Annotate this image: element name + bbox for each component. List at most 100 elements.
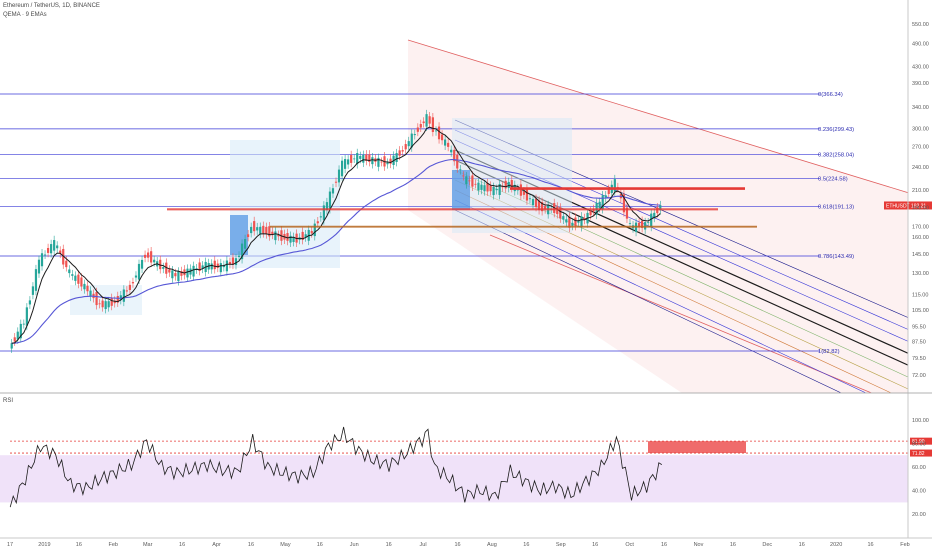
candle-body [247,234,250,238]
price-tick-label: 79.50 [912,356,926,362]
candle-body [143,254,147,258]
candle-body [650,213,653,227]
candle-body [59,250,62,254]
rsi-tick-label: 80.00 [912,441,926,447]
candle-body [456,154,459,169]
candle-body [453,149,456,162]
candle-body [471,175,474,187]
candle-body [416,127,419,132]
candle-body [116,296,119,303]
time-tick-label: Dec [762,542,772,548]
candle-body [604,195,607,198]
candle-body [362,154,365,163]
candle-body [407,141,410,147]
candle-body [301,231,304,241]
price-tick-label: 190.00 [912,205,929,211]
candle-body [131,282,135,284]
candle-body [201,265,204,269]
fib-level-label: 0(366.34) [818,92,843,98]
candle-body [28,300,31,305]
candle-body [219,263,222,273]
candle-body [440,134,444,141]
price-tick-label: 170.00 [912,225,929,231]
candle-body [343,159,347,169]
candle-body [228,261,232,265]
candle-body [534,198,538,207]
candle-body [522,191,526,195]
candle-body [86,285,89,292]
candle-body [598,201,601,209]
time-tick-label: 16 [730,542,736,548]
rsi-tick-label: 40.00 [912,489,926,495]
price-tick-label: 145.00 [912,252,929,258]
candle-body [265,226,268,235]
candle-body [425,114,428,127]
candle-body [377,157,380,167]
candle-body [134,275,138,278]
candle-body [622,194,626,213]
candle-body [580,216,583,228]
candle-body [431,117,434,133]
candle-body [268,226,271,237]
candle-body [353,158,356,160]
fib-level-label: 0.786(143.49) [818,254,854,260]
fib-level-label: 1(82.82) [818,349,840,355]
candle-body [637,222,641,228]
vp-zone [70,285,142,315]
candle-body [186,268,189,278]
time-tick-label: 16 [248,542,254,548]
price-tick-label: 72.00 [912,373,926,379]
fib-retracement: 0(366.34) 0.236(299.43) 0.382(258.04) 0.5(2… [0,92,854,355]
fib-level-label: 0.382(258.04) [818,153,854,159]
fib-level-label: 0.5(224.58) [818,177,848,183]
candle-body [444,139,447,146]
price-tick-label: 340.00 [912,105,929,111]
candle-body [231,257,235,265]
candle-body [304,234,307,238]
time-tick-label: May [280,542,291,548]
candle-body [80,277,83,287]
rsi-tick-label: 20.00 [912,512,926,518]
candle-body [165,262,168,274]
ema-slow-line [11,159,661,344]
candle-body [334,181,338,183]
candle-body [389,158,392,164]
rsi-level-label: 71.82 [912,451,925,457]
candle-body [89,290,92,297]
candle-body [647,222,650,224]
candle-body [350,155,353,163]
price-tick-label: 240.00 [912,165,929,171]
indicator-title: QEMA · 9 EMAs [3,12,47,18]
candle-body [571,222,574,226]
symbol-title: Ethereum / TetherUS, 1D, BINANCE [3,3,100,9]
candle-body [528,198,532,200]
candle-body [216,263,219,268]
candle-body [292,236,295,242]
time-tick-label: 16 [799,542,805,548]
candle-body [77,274,80,284]
time-tick-label: Feb [109,542,118,548]
candle-body [322,205,325,221]
candle-body [125,290,128,292]
candle-body [146,252,150,258]
time-tick-label: Feb [900,542,909,548]
candle-body [68,269,71,274]
time-tick-label: 16 [661,542,667,548]
candle-body [198,262,201,271]
price-tick-label: 87.50 [912,339,926,345]
price-tick-label: 300.00 [912,127,929,133]
candle-body [250,226,253,234]
candle-body [480,184,483,190]
price-tick-label: 210.00 [912,188,929,194]
candle-body [22,323,25,325]
candle-body [277,234,280,237]
candle-body [50,244,53,254]
candle-body [495,188,498,191]
candle-body [331,188,335,194]
candle-body [525,188,529,201]
candle-body [565,219,568,223]
candle-body [171,270,174,279]
time-tick-label: 16 [76,542,82,548]
price-tick-label: 115.00 [912,292,928,298]
